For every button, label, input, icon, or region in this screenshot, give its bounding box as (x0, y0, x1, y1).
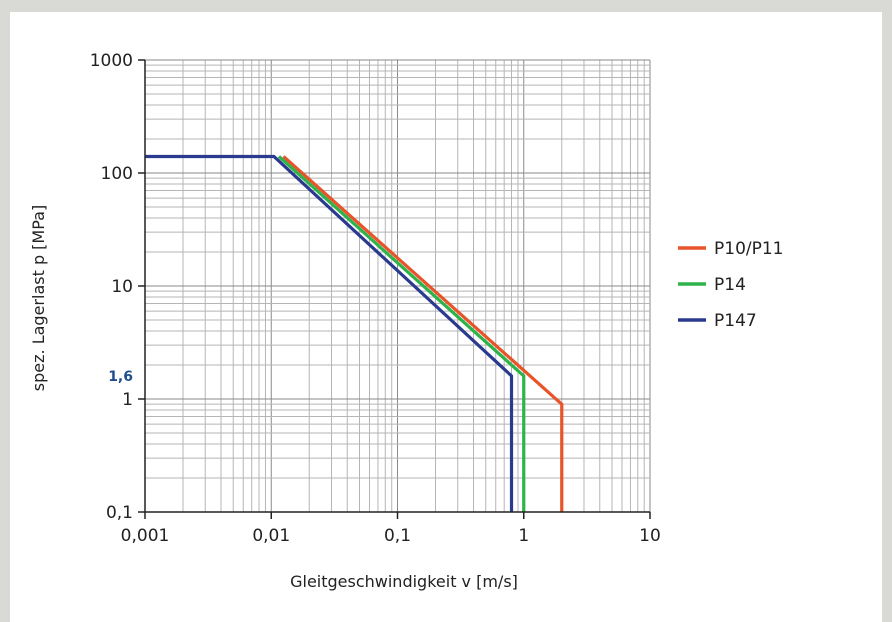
x-tick-label: 10 (639, 526, 661, 546)
series-line-p14 (277, 155, 526, 512)
series-lines (145, 154, 564, 512)
y-tick-label: 1000 (90, 51, 133, 71)
legend-label: P147 (714, 311, 757, 331)
legend-label: P14 (714, 275, 746, 295)
legend: P10/P11 P14 P147 (678, 239, 784, 331)
series-line-p10-p11 (282, 155, 564, 512)
x-tick-label: 0,01 (252, 526, 290, 546)
series-line-p147 (145, 154, 514, 512)
y-tick-label: 0,1 (106, 503, 133, 523)
grid (144, 59, 651, 513)
y-tick-label: 100 (101, 164, 133, 184)
x-tick-label: 1 (518, 526, 529, 546)
x-tick-label: 0,001 (121, 526, 170, 546)
chart-panel: 0,001 0,01 0,1 1 10 0,1 1 10 100 1000 1,6 P10/P11 P… (10, 12, 882, 622)
y-tick-label: 1 (122, 390, 133, 410)
y-axis-title: spez. Lagerlast p [MPa] (29, 205, 48, 391)
axes: 0,001 0,01 0,1 1 10 0,1 1 10 100 1000 1,6 (90, 51, 661, 546)
legend-label: P10/P11 (714, 239, 784, 259)
y-tick-label: 10 (111, 277, 133, 297)
x-axis-title: Gleitgeschwindigkeit v [m/s] (290, 572, 518, 591)
x-tick-label: 0,1 (384, 526, 411, 546)
annotation-label: 1,6 (108, 369, 133, 385)
